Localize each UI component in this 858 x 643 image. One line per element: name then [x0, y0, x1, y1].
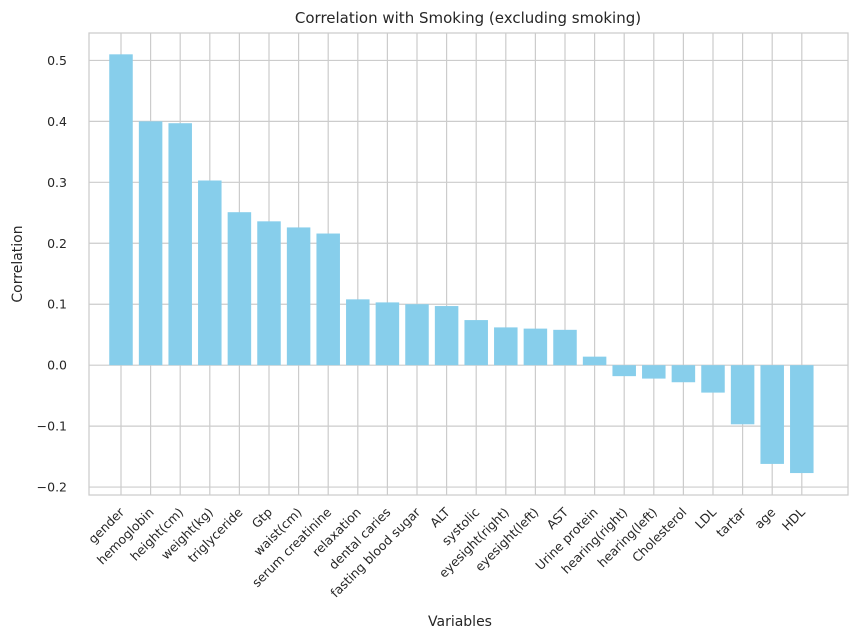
bar: [671, 365, 696, 383]
chart-title: Correlation with Smoking (excluding smok…: [295, 9, 641, 27]
bar: [701, 365, 725, 393]
y-tick-label: 0.1: [47, 297, 67, 312]
bar: [109, 54, 133, 366]
bar: [257, 221, 281, 366]
bar: [286, 227, 311, 366]
x-tick-label: HDL: [779, 504, 808, 533]
bar: [760, 365, 784, 464]
bar: [612, 365, 636, 377]
bar: [168, 123, 192, 366]
bar: [198, 180, 222, 366]
bar: [316, 233, 340, 366]
bar: [494, 327, 518, 366]
bar: [464, 320, 488, 366]
y-tick-label: −0.1: [37, 419, 67, 434]
bar: [138, 121, 163, 366]
y-axis-label: Correlation: [10, 225, 26, 302]
bar: [523, 328, 548, 366]
y-tick-label: 0.4: [47, 114, 67, 129]
y-tick-label: 0.5: [47, 53, 67, 68]
bar: [730, 365, 755, 425]
plot-frame: [88, 32, 849, 496]
bar: [405, 304, 429, 366]
bar: [790, 365, 814, 474]
x-tick-label: tartar: [713, 504, 749, 540]
bar: [553, 329, 577, 366]
bar: [434, 306, 459, 366]
y-tick-label: 0.2: [47, 236, 67, 251]
y-tick-label: 0.0: [47, 358, 67, 373]
bar-layer: [109, 54, 814, 474]
bar: [642, 365, 666, 379]
x-axis-label: Variables: [428, 614, 492, 630]
y-tick-label: −0.2: [37, 480, 67, 495]
bar: [582, 356, 607, 366]
x-tick-labels: genderhemoglobinheight(cm)weight(kg)trig…: [85, 504, 808, 600]
bar: [227, 212, 252, 366]
bar: [375, 302, 400, 366]
y-tick-labels: 0.5 0.4 0.3 0.2 0.1 0.0 −0.1 −0.2: [37, 53, 67, 495]
x-tick-label: age: [751, 504, 778, 531]
bar: [346, 299, 370, 366]
y-tick-label: 0.3: [47, 175, 67, 190]
